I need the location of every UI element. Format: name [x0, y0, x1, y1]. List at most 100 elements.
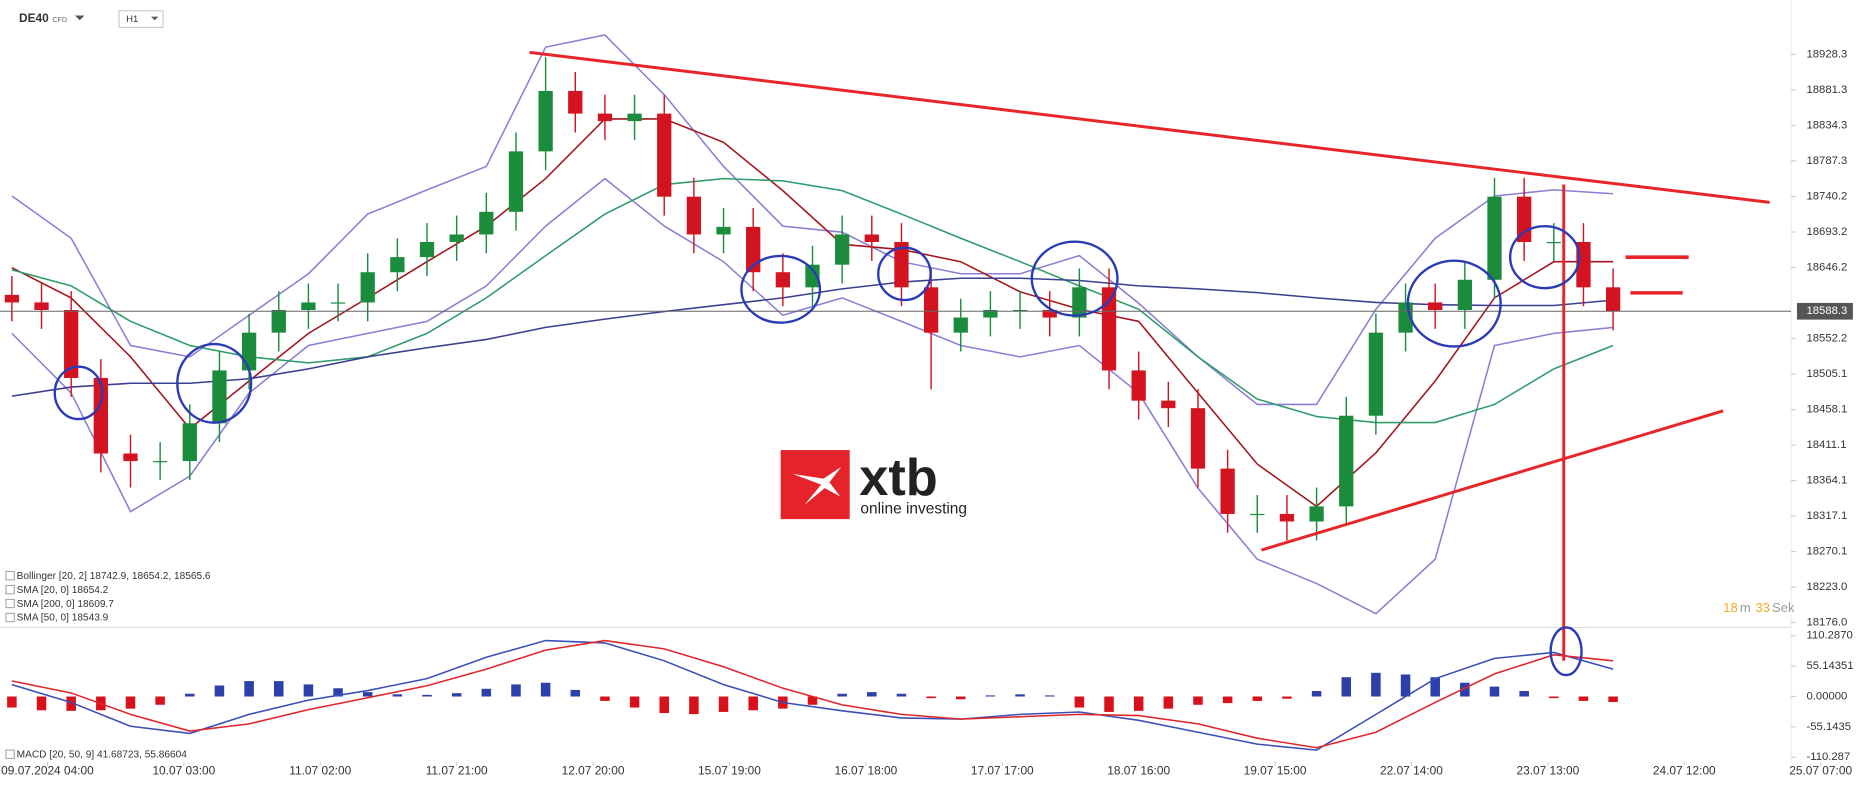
- histogram-bar: [1489, 686, 1500, 697]
- candle-body: [1309, 506, 1324, 522]
- circle-marker: [1549, 626, 1583, 677]
- histogram-bar: [1311, 691, 1322, 697]
- candle-body: [360, 272, 375, 303]
- candle-body: [1072, 287, 1087, 318]
- candle-body: [686, 196, 702, 235]
- candle-body: [330, 302, 346, 304]
- histogram-bar: [570, 689, 581, 697]
- histogram-bar: [125, 696, 136, 709]
- y-tick-label: 18881.3: [1806, 84, 1847, 96]
- countdown: 18 m 33 Sek: [1723, 600, 1795, 615]
- histogram-bar: [1341, 677, 1352, 697]
- current-price-label: 18588.3: [1806, 305, 1847, 317]
- y-tick-label: 18458.1: [1806, 404, 1847, 416]
- instrument[interactable]: DE40: [19, 11, 49, 25]
- candle-body: [93, 377, 108, 454]
- y-tick-label: 18364.1: [1806, 475, 1847, 487]
- histogram-bar: [1222, 696, 1233, 704]
- histogram-bar: [1519, 691, 1529, 697]
- candle-body: [716, 226, 731, 235]
- y-tick-label: 18552.2: [1806, 333, 1847, 345]
- circle-marker: [176, 342, 253, 424]
- y-tick-label: 18270.1: [1806, 546, 1847, 558]
- trend-line: [1261, 409, 1724, 552]
- header: DE40 CFD H1: [19, 10, 164, 28]
- histogram-bar: [540, 682, 551, 697]
- histogram-bar: [333, 688, 343, 697]
- histogram-bar: [1104, 696, 1114, 712]
- candle-body: [1457, 279, 1472, 310]
- candle-body: [241, 332, 257, 371]
- logo-tagline: online investing: [860, 501, 967, 518]
- countdown-unit: Sek: [1772, 600, 1795, 615]
- countdown-seconds: 33: [1755, 600, 1770, 615]
- candle-body: [568, 90, 583, 114]
- histogram-bar: [155, 696, 165, 705]
- candle-body: [538, 90, 553, 152]
- candle-body: [4, 294, 20, 303]
- x-tick-label: 18.07 16:00: [1107, 764, 1170, 778]
- candle-body: [64, 309, 79, 378]
- y-tick-label: 110.2870: [1806, 630, 1852, 642]
- y-tick-label: 18834.3: [1806, 119, 1847, 131]
- x-tick-label: 24.07 12:00: [1653, 764, 1716, 778]
- x-tick-label: 19.07 15:00: [1244, 764, 1307, 778]
- candle-body: [1220, 468, 1235, 514]
- histogram-bar: [1163, 696, 1174, 709]
- candle-body: [1487, 196, 1502, 280]
- legend-entry: SMA [200, 0] 18609.7: [17, 599, 115, 610]
- candle-body: [1368, 332, 1384, 416]
- candle-body: [479, 211, 494, 235]
- candle-body: [212, 370, 227, 424]
- candle-body: [1012, 309, 1028, 312]
- histogram-bar: [451, 693, 462, 697]
- histogram-bar: [1015, 694, 1025, 697]
- candle-body: [1339, 415, 1354, 507]
- candle-body: [1250, 513, 1265, 516]
- circle-marker: [1508, 225, 1581, 290]
- timeframe-box[interactable]: [118, 10, 164, 28]
- histogram-bar: [1400, 674, 1411, 697]
- candle-body: [1161, 400, 1176, 409]
- histogram-bar: [392, 694, 403, 697]
- y-tick-label: 18740.2: [1806, 191, 1847, 203]
- instrument-type: CFD: [52, 16, 67, 24]
- candle-body: [1101, 287, 1117, 371]
- candle-body: [153, 461, 168, 463]
- candle-body: [923, 287, 939, 333]
- timeframe[interactable]: H1: [126, 14, 138, 25]
- candle-body: [419, 242, 435, 258]
- x-tick-label: 12.07 20:00: [562, 764, 625, 778]
- circle-marker: [877, 246, 932, 302]
- histogram-bar: [867, 692, 877, 697]
- candle-body: [775, 272, 790, 288]
- histogram-bar: [7, 696, 17, 708]
- countdown-minutes: 18: [1723, 600, 1738, 615]
- histogram-bar: [1282, 696, 1292, 699]
- candle-body: [508, 151, 524, 212]
- legend-entry: MACD [20, 50, 9] 41.68723, 55.86604: [17, 750, 188, 761]
- y-tick-label: 18223.0: [1806, 581, 1847, 593]
- histogram-bar: [1608, 696, 1618, 703]
- histogram-bar: [185, 693, 195, 697]
- candle-body: [894, 242, 909, 288]
- macd-line: [11, 639, 1614, 751]
- dropdown-arrow[interactable]: [74, 15, 85, 21]
- x-tick-label: 23.07 13:00: [1516, 764, 1579, 778]
- x-tick-label: 15.07 19:00: [698, 764, 761, 778]
- y-tick-label: 18411.1: [1806, 439, 1846, 451]
- candle-body: [449, 234, 464, 243]
- circle-marker: [1406, 259, 1502, 348]
- y-tick-label: 18317.1: [1806, 510, 1847, 522]
- histogram-bar: [214, 685, 225, 697]
- x-tick-label: 16.07 18:00: [834, 764, 897, 778]
- histogram-bar: [1193, 696, 1203, 705]
- histogram-bar: [362, 692, 373, 697]
- candle-body: [301, 302, 316, 310]
- y-tick-label: 18787.3: [1806, 155, 1847, 167]
- candle-body: [597, 113, 613, 122]
- timeframe-arrow[interactable]: [151, 16, 159, 21]
- histogram-bar: [273, 681, 284, 697]
- plot: 18928.3 18881.3 18834.3 18787.3 18740.2 18693…: [0, 34, 1854, 778]
